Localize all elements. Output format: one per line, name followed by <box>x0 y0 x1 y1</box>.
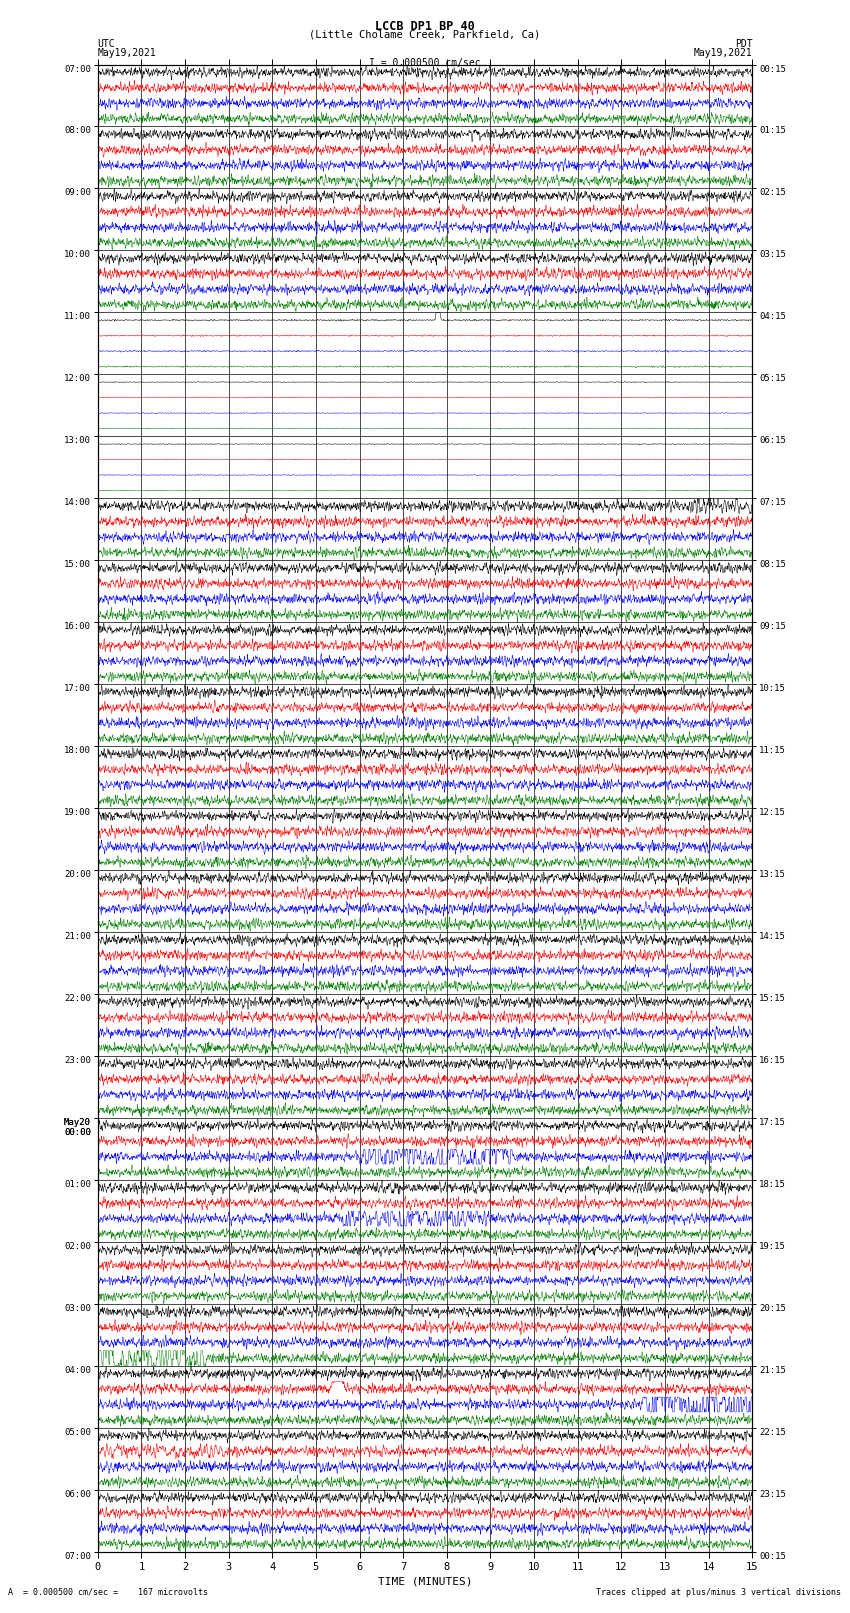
Text: (Little Cholame Creek, Parkfield, Ca): (Little Cholame Creek, Parkfield, Ca) <box>309 31 541 40</box>
Text: A  = 0.000500 cm/sec =    167 microvolts: A = 0.000500 cm/sec = 167 microvolts <box>8 1587 208 1597</box>
X-axis label: TIME (MINUTES): TIME (MINUTES) <box>377 1576 473 1586</box>
Text: Traces clipped at plus/minus 3 vertical divisions: Traces clipped at plus/minus 3 vertical … <box>597 1587 842 1597</box>
Text: UTC: UTC <box>98 39 116 48</box>
Text: LCCB DP1 BP 40: LCCB DP1 BP 40 <box>375 19 475 34</box>
Text: I = 0.000500 cm/sec: I = 0.000500 cm/sec <box>369 58 481 68</box>
Text: PDT: PDT <box>734 39 752 48</box>
Text: May20
00:00: May20 00:00 <box>64 1118 91 1137</box>
Text: May19,2021: May19,2021 <box>98 48 156 58</box>
Text: May19,2021: May19,2021 <box>694 48 752 58</box>
